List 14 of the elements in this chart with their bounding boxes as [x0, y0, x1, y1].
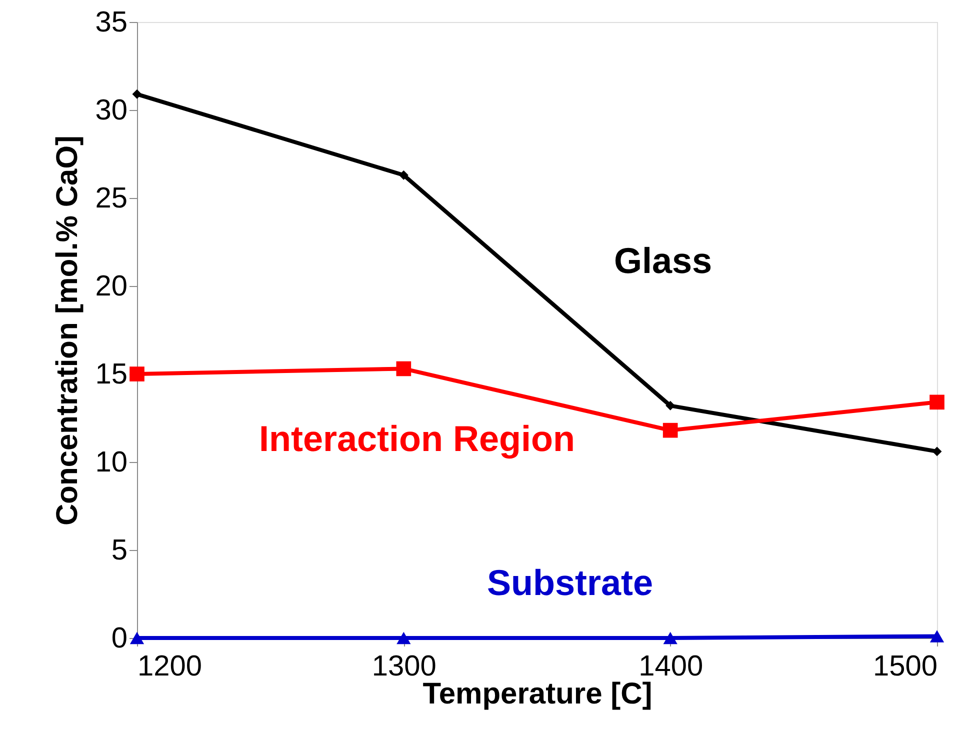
y-tick-label: 10: [95, 446, 128, 478]
series-label: Glass: [614, 240, 712, 281]
y-tick-label: 5: [111, 534, 128, 566]
series-label: Substrate: [486, 562, 654, 603]
y-tick-label: 0: [111, 622, 128, 654]
y-tick-label: 35: [95, 6, 128, 38]
y-tick-label: 15: [95, 358, 128, 390]
y-tick-label: 30: [95, 94, 128, 126]
y-axis-title: Concentration [mol.% CaO]: [51, 135, 84, 526]
x-tick-label: 1500: [872, 650, 938, 682]
y-tick-label: 20: [95, 270, 128, 302]
y-tick-label: 25: [95, 182, 128, 214]
x-tick-label: 1200: [138, 650, 202, 682]
series-label: Interaction Region: [258, 418, 576, 459]
